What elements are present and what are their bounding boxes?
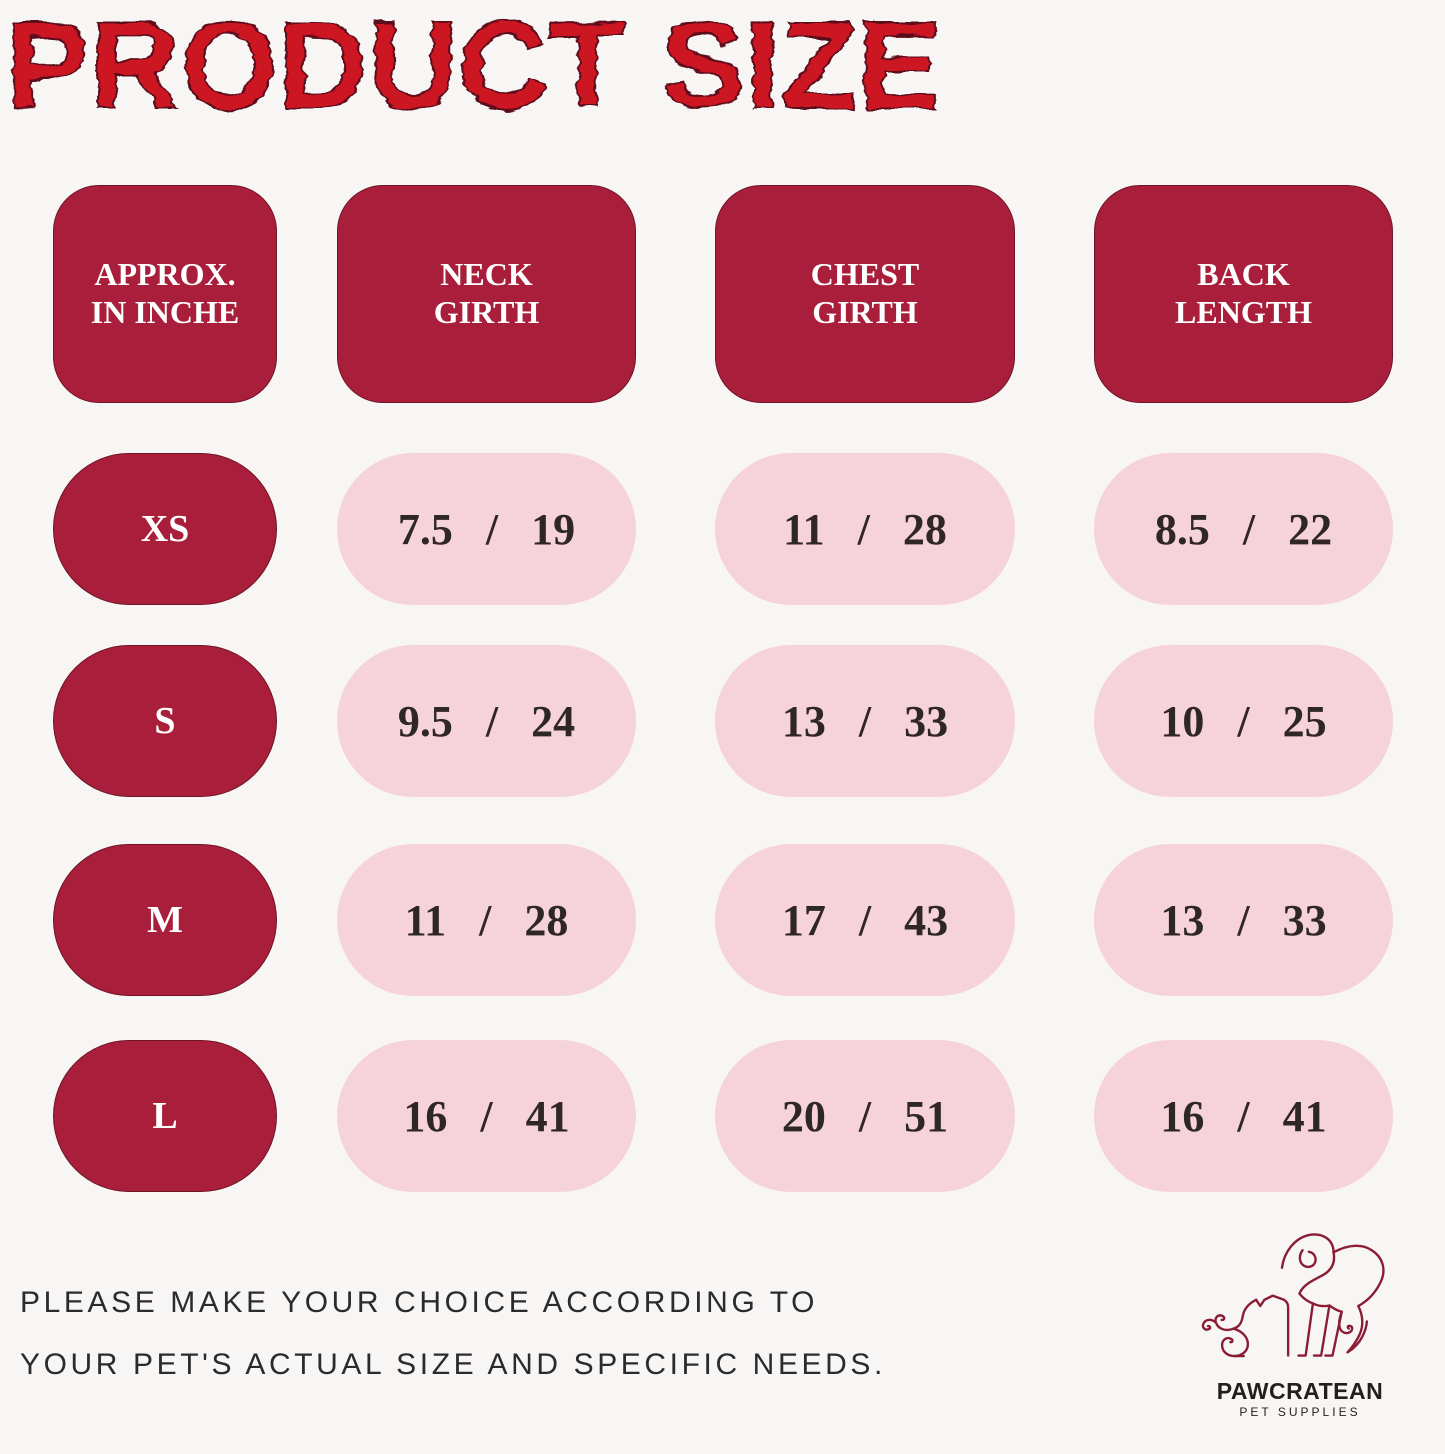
svg-text:PRODUCT SIZE: PRODUCT SIZE — [6, 0, 941, 135]
